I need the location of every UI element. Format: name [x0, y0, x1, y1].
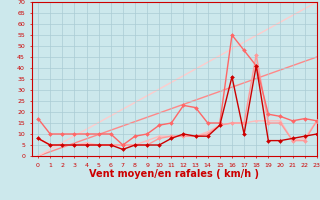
X-axis label: Vent moyen/en rafales ( km/h ): Vent moyen/en rafales ( km/h )	[89, 169, 260, 179]
